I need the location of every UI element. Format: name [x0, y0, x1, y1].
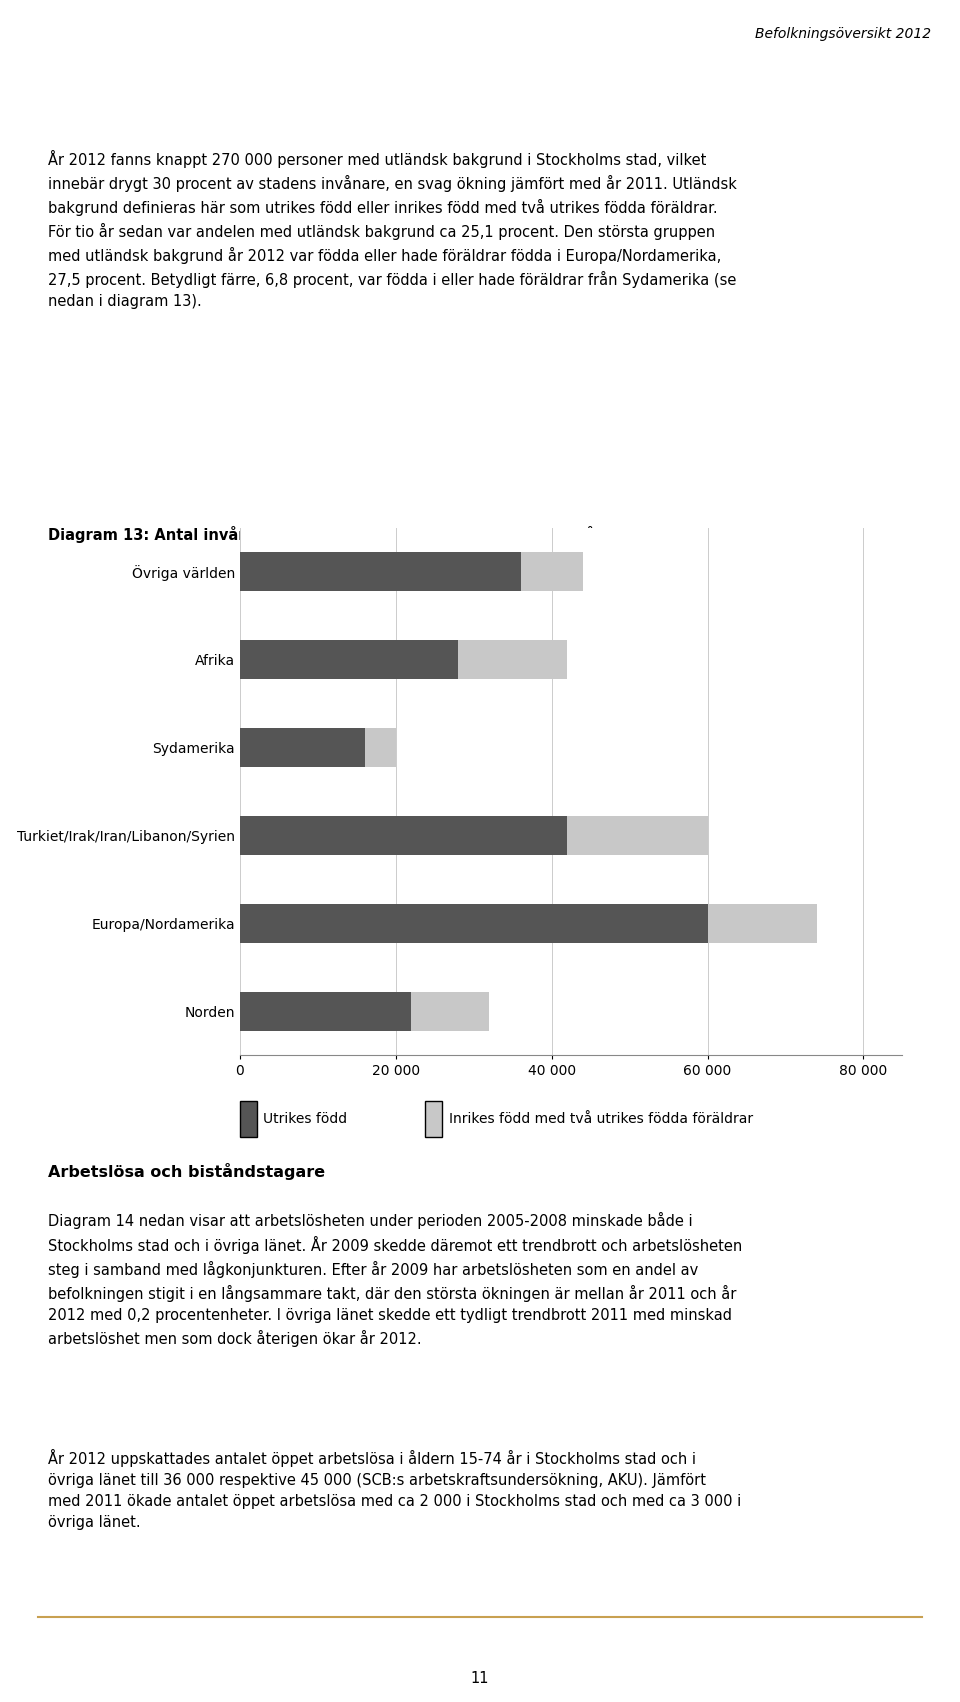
- Bar: [458, 640, 567, 679]
- Bar: [240, 728, 365, 768]
- FancyBboxPatch shape: [425, 1101, 442, 1137]
- Bar: [365, 728, 396, 768]
- Text: Befolkningsöversikt 2012: Befolkningsöversikt 2012: [756, 27, 931, 41]
- Text: Arbetslösa och biståndstagare: Arbetslösa och biståndstagare: [48, 1162, 325, 1179]
- Text: 11: 11: [470, 1671, 490, 1685]
- Bar: [240, 815, 567, 854]
- Text: Utrikes född: Utrikes född: [263, 1111, 348, 1127]
- FancyBboxPatch shape: [240, 1101, 256, 1137]
- Text: Diagram 13: Antal invånare med utländsk bakgrund i Stockholm år 2012: Diagram 13: Antal invånare med utländsk …: [48, 526, 648, 543]
- Bar: [240, 640, 458, 679]
- Bar: [240, 551, 520, 591]
- Bar: [240, 992, 412, 1031]
- Text: År 2012 fanns knappt 270 000 personer med utländsk bakgrund i Stockholms stad, v: År 2012 fanns knappt 270 000 personer me…: [48, 150, 737, 308]
- Bar: [567, 815, 708, 854]
- Bar: [412, 992, 490, 1031]
- Text: År 2012 uppskattades antalet öppet arbetslösa i åldern 15-74 år i Stockholms sta: År 2012 uppskattades antalet öppet arbet…: [48, 1448, 741, 1530]
- Bar: [708, 904, 817, 943]
- Bar: [240, 904, 708, 943]
- Text: Diagram 14 nedan visar att arbetslösheten under perioden 2005-2008 minskade både: Diagram 14 nedan visar att arbetslöshete…: [48, 1212, 742, 1348]
- Text: Inrikes född med två utrikes födda föräldrar: Inrikes född med två utrikes födda föräl…: [448, 1111, 753, 1127]
- Bar: [520, 551, 583, 591]
